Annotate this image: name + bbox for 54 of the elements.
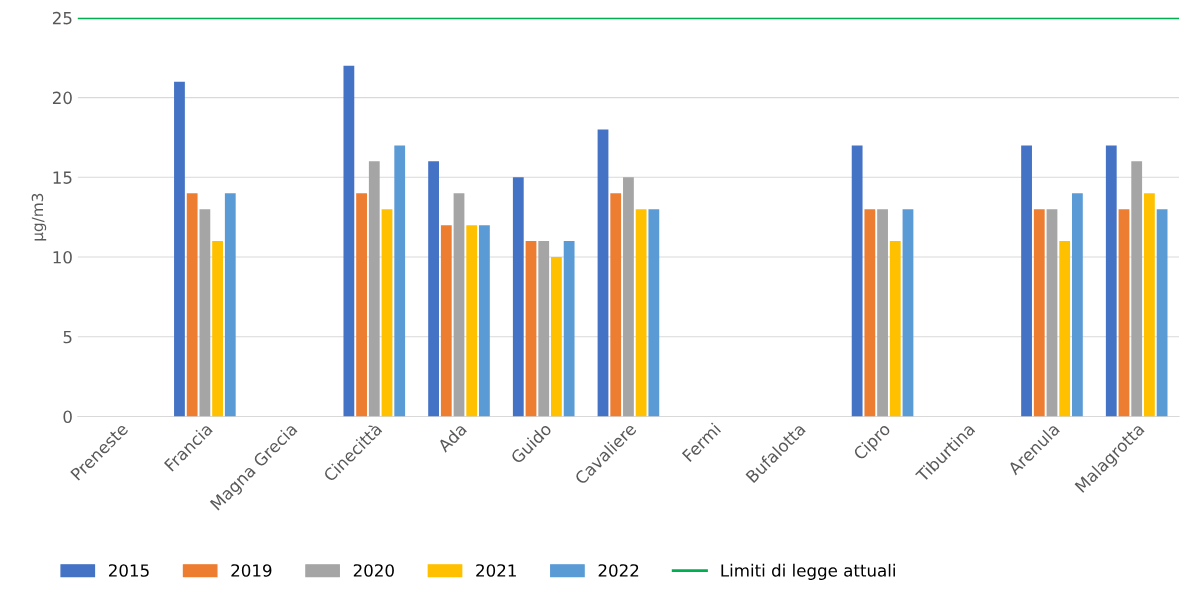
bar — [1131, 161, 1143, 417]
bar — [1071, 193, 1083, 417]
y-tick-label: 5 — [63, 330, 72, 344]
bar — [864, 209, 876, 417]
bar — [551, 257, 562, 417]
bar — [648, 209, 660, 417]
bar — [368, 161, 380, 417]
bar — [440, 225, 452, 417]
bar — [212, 241, 223, 417]
legend-label: 2019 — [231, 564, 272, 577]
bar — [851, 145, 863, 417]
y-tick-label: 20 — [52, 91, 72, 105]
y-tick-label: 15 — [53, 171, 72, 184]
bar — [343, 65, 355, 417]
y-tick-label: 10 — [53, 251, 72, 264]
bar — [635, 209, 647, 417]
bar — [466, 225, 478, 417]
bar — [453, 193, 465, 417]
bar — [1033, 209, 1045, 417]
bar — [538, 241, 550, 417]
y-axis-title: µg/m3 — [31, 193, 47, 241]
bar — [610, 193, 622, 417]
legend-label: Limiti di legge attuali — [721, 563, 895, 580]
bar — [1059, 241, 1071, 417]
bar — [1046, 209, 1058, 417]
bar — [186, 193, 198, 417]
bar — [394, 145, 406, 417]
bar — [623, 177, 634, 417]
bar — [174, 81, 185, 417]
legend-label: 2020 — [353, 564, 394, 577]
bar — [224, 193, 236, 417]
bar — [597, 129, 609, 417]
bar — [1144, 193, 1155, 417]
bar — [512, 177, 524, 417]
legend-label: 2021 — [476, 564, 516, 577]
bar — [1105, 145, 1117, 417]
bar — [563, 241, 575, 417]
bar — [428, 161, 439, 417]
y-tick-label: 25 — [52, 11, 72, 25]
y-tick-label: 0 — [63, 410, 72, 424]
legend-label: 2022 — [598, 564, 639, 577]
bar — [1118, 209, 1130, 417]
bar — [356, 193, 367, 417]
legend-label: 2015 — [108, 564, 149, 577]
bar — [199, 209, 211, 417]
bar — [889, 241, 901, 417]
bar — [902, 209, 914, 417]
bar — [479, 225, 490, 417]
bar — [1021, 145, 1032, 417]
bar — [381, 209, 393, 417]
bar — [877, 209, 888, 417]
x-tick-label: Ada — [436, 422, 468, 453]
bar — [1156, 209, 1168, 417]
bar — [525, 241, 537, 417]
